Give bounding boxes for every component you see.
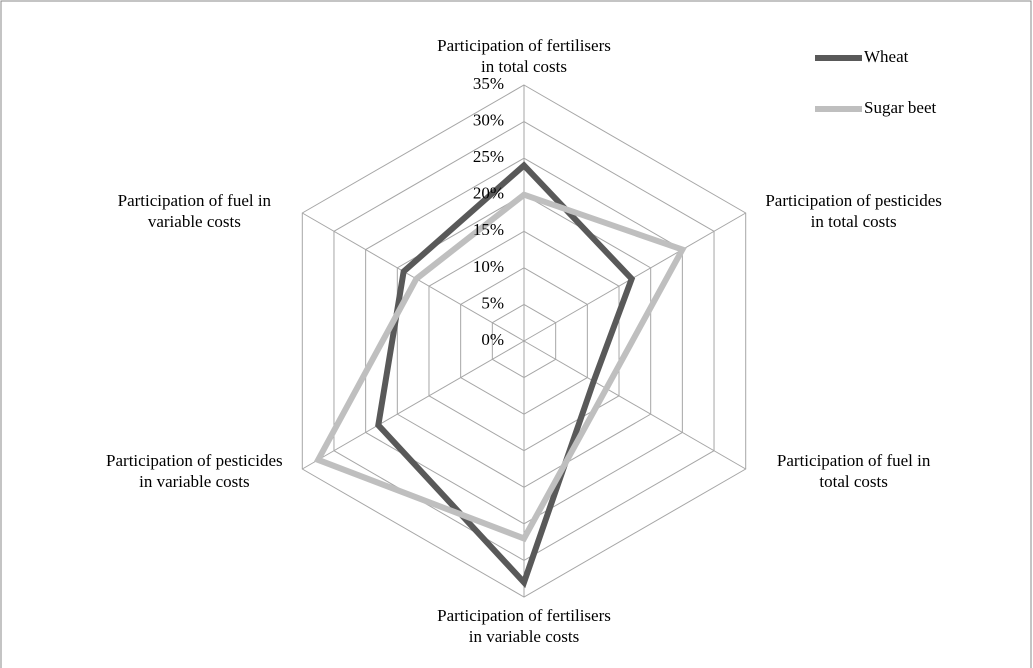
tick-label: 0% bbox=[481, 330, 504, 349]
category-label: Participation of fertilisers in total co… bbox=[437, 36, 611, 77]
tick-label: 5% bbox=[481, 293, 504, 312]
series-line bbox=[313, 191, 687, 543]
category-label: Participation of fuel in variable costs bbox=[117, 190, 272, 231]
tick-label: 20% bbox=[473, 184, 504, 203]
spoke bbox=[302, 212, 525, 342]
series-line bbox=[375, 161, 636, 589]
tick-label: 35% bbox=[473, 74, 504, 93]
tick-label: 15% bbox=[473, 220, 504, 239]
spoke bbox=[523, 340, 746, 470]
tick-label: 10% bbox=[473, 257, 504, 276]
spoke bbox=[302, 340, 525, 470]
tick-label: 25% bbox=[473, 147, 504, 166]
category-label: Participation of pesticides in variable … bbox=[106, 451, 283, 492]
category-label: Participation of pesticides in total cos… bbox=[765, 190, 942, 231]
category-label: Participation of fertilisers in variable… bbox=[437, 605, 611, 646]
tick-label: 30% bbox=[473, 110, 504, 129]
spoke bbox=[523, 212, 746, 342]
category-label: Participation of fuel in total costs bbox=[776, 451, 931, 492]
legend-label: Sugar beet bbox=[864, 98, 937, 117]
legend-label: Wheat bbox=[864, 47, 909, 66]
